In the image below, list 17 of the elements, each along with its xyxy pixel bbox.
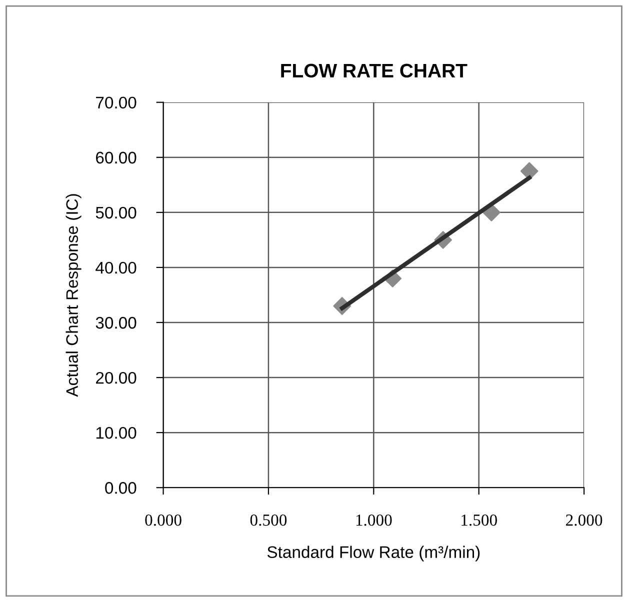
y-tick-label: 0.00 xyxy=(105,482,136,494)
x-axis-title: Standard Flow Rate (m³/min) xyxy=(267,546,480,562)
y-tick-label: 50.00 xyxy=(96,206,136,219)
x-tick-label: 2.000 xyxy=(566,514,602,526)
y-tick-label: 20.00 xyxy=(96,372,136,384)
chart-title: FLOW RATE CHART xyxy=(281,64,468,78)
x-tick-label: 1.500 xyxy=(462,514,497,526)
y-tick-label: 70.00 xyxy=(96,96,136,109)
x-tick-label: 0.000 xyxy=(145,514,182,526)
point xyxy=(520,162,538,180)
x-tick-label: 0.500 xyxy=(250,514,287,526)
y-tick-label: 40.00 xyxy=(96,262,136,274)
y-axis-title: Actual Chart Response (IC) xyxy=(66,194,82,397)
y-tick-label: 10.00 xyxy=(96,426,136,439)
x-tick-label: 1.000 xyxy=(356,514,392,526)
y-tick-label: 60.00 xyxy=(96,152,136,164)
y-tick-label: 30.00 xyxy=(96,316,136,329)
